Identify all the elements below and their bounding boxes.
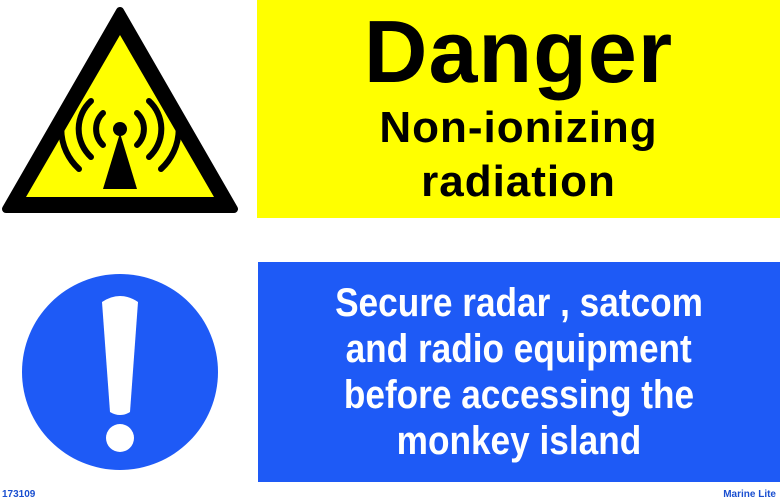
danger-subtitle-line1: Non-ionizing [379,103,658,152]
instruction-panel: Secure radar , satcom and radio equipmen… [258,262,780,482]
exclamation-mandatory-icon [22,274,218,470]
danger-subtitle-line2: radiation [421,157,616,206]
instruction-line-3: before accessing the [343,373,695,417]
brand-label: Marine Lite [723,489,776,500]
instruction-line-4: monkey island [396,419,642,463]
instruction-line-2: and radio equipment [345,327,693,371]
danger-title: Danger [363,2,674,101]
danger-panel: Danger Non-ionizing radiation [257,0,780,218]
non-ionizing-radiation-warning-icon [2,7,238,213]
product-code: 173109 [2,489,36,500]
instruction-line-1: Secure radar , satcom [335,281,703,325]
